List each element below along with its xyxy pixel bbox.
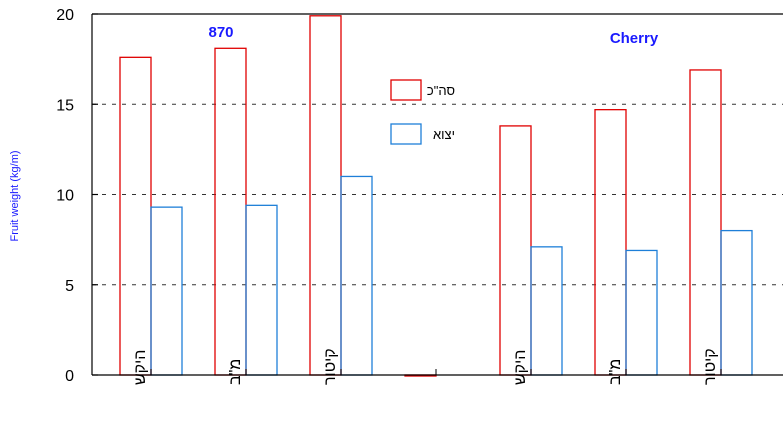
legend: סה"כ יצוא: [390, 79, 455, 145]
bar-total-0: [119, 56, 152, 376]
bar-export-4: [530, 246, 563, 376]
bar-export-6: [720, 229, 753, 376]
annotation-870: 870: [208, 24, 233, 41]
bars: [119, 15, 753, 377]
bar-export-5: [625, 249, 658, 376]
bar-export-2: [340, 175, 373, 376]
annotation-cherry: Cherry: [610, 30, 659, 47]
bar-export-0: [150, 206, 183, 376]
bar-export-1: [245, 204, 278, 376]
bar-total-5: [594, 109, 627, 376]
x-tick-label-5: מ"ב: [607, 359, 624, 385]
y-tick-label-0: 0: [65, 368, 74, 385]
y-tick-label-5: 5: [65, 278, 74, 295]
x-tick-label-1: מ"ב: [227, 359, 244, 385]
y-tick-labels: 0 5 10 15 20: [56, 7, 74, 385]
x-tick-label-0: היקש: [132, 350, 149, 385]
legend-swatch-total: [390, 79, 422, 101]
bar-total-1: [214, 47, 247, 376]
y-tick-label-10: 10: [56, 188, 74, 205]
x-tick-label-4: היקש: [512, 350, 529, 385]
legend-label-export: יצוא: [433, 127, 455, 142]
axes: [91, 13, 783, 376]
bar-total-2: [309, 15, 342, 376]
y-axis-label: Fruit weight (kg/m): [9, 150, 21, 241]
x-tick-label-6: קיטור: [702, 348, 719, 385]
bar-total-4: [499, 125, 532, 376]
legend-swatch-export: [390, 123, 422, 145]
legend-label-total: סה"כ: [427, 83, 455, 98]
y-tick-label-20: 20: [56, 7, 74, 24]
x-tick-labels: היקש מ"ב קיטור היקש מ"ב קיטור: [132, 348, 719, 385]
bar-total-6: [689, 69, 722, 376]
y-tick-label-15: 15: [56, 97, 74, 114]
x-tick-label-2: קיטור: [322, 348, 339, 385]
